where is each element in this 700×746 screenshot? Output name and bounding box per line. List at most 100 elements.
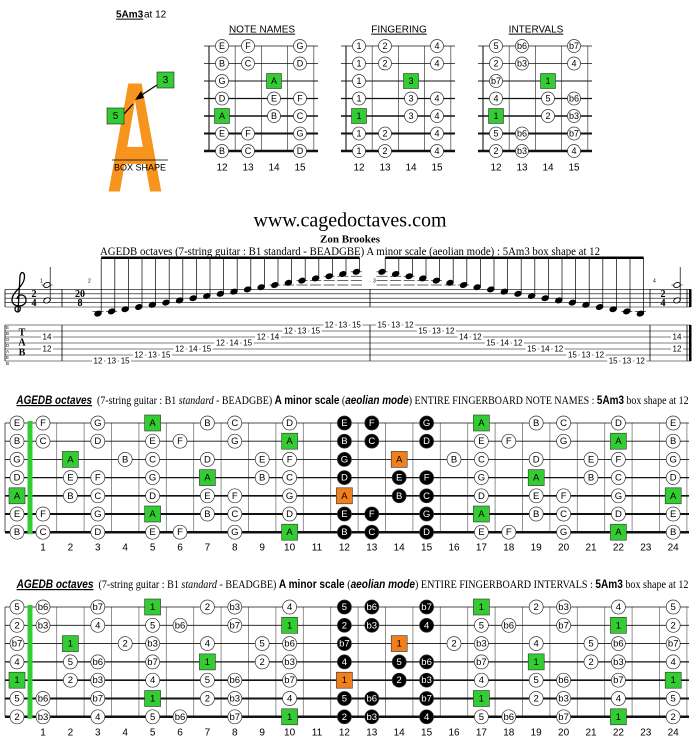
note-label: A <box>478 418 485 429</box>
fret-number: 12 <box>353 163 365 174</box>
measure-number: 3 <box>373 278 376 284</box>
note-circle <box>145 636 160 651</box>
note-circle <box>282 654 297 670</box>
note-label: C <box>40 436 47 447</box>
tab-mask <box>607 358 620 364</box>
note-circle <box>501 617 517 633</box>
note-label: F <box>40 418 46 429</box>
note-label: 5 <box>493 128 498 138</box>
note-label: 2 <box>205 602 210 613</box>
fret-number: 5 <box>150 728 156 739</box>
fret-number: 13 <box>366 728 378 739</box>
note-square <box>473 414 490 432</box>
note-circle <box>63 470 78 485</box>
note-circle <box>352 91 366 106</box>
note-circle <box>254 636 270 651</box>
fret-number: 10 <box>284 543 296 554</box>
note-circle <box>391 488 407 504</box>
note-label: b7 <box>569 41 579 51</box>
marker-label: 3 <box>163 75 169 86</box>
note-circle <box>35 691 51 706</box>
note-label: D <box>286 418 293 429</box>
note-circle <box>352 56 366 71</box>
note-circle <box>364 415 380 431</box>
note-label: D <box>149 491 156 502</box>
note-label: b6 <box>175 620 186 631</box>
tab-fret: 12 <box>473 333 482 342</box>
tab-fret: 12 <box>636 357 645 366</box>
note-circle <box>254 452 270 467</box>
note-circle <box>282 470 297 485</box>
note-square <box>281 616 298 634</box>
tab-mask <box>105 358 118 364</box>
note-label: 1 <box>671 675 676 686</box>
fret-number: 21 <box>585 543 597 554</box>
note-label: 1 <box>342 675 347 686</box>
note-label: 1 <box>356 93 361 103</box>
note-label: 1 <box>14 675 19 686</box>
tab-fret: 15 <box>202 345 211 354</box>
note-square <box>473 505 490 523</box>
heading-part: AGEDB octaves <box>16 393 93 407</box>
note-circle <box>35 599 51 615</box>
heading-part: box shape at 12 <box>623 577 689 591</box>
note-circle <box>215 39 229 53</box>
note-circle <box>556 524 571 540</box>
note-square <box>540 73 556 89</box>
note-circle <box>501 709 517 725</box>
note-label: F <box>177 436 183 447</box>
note-label: 2 <box>382 41 387 51</box>
note-label: 1 <box>205 657 210 668</box>
note-circle <box>489 144 503 158</box>
note-circle <box>391 672 407 688</box>
note-circle <box>35 524 51 540</box>
note-circle <box>337 433 352 449</box>
fret-number: 19 <box>531 543 543 554</box>
note-circle <box>474 524 489 540</box>
note-label: 2 <box>671 712 676 723</box>
note-label: 5 <box>150 620 155 631</box>
note-circle <box>611 654 626 670</box>
note-label: b7 <box>147 657 158 668</box>
note-circle <box>254 654 270 670</box>
note-head <box>298 277 306 284</box>
tab-fret: 15 <box>609 357 618 366</box>
note-circle <box>90 470 106 485</box>
fret-number: 4 <box>122 728 128 739</box>
note-label: 1 <box>479 694 484 705</box>
tab-mask <box>309 328 322 334</box>
note-label: 2 <box>493 146 498 156</box>
tab-mask <box>471 334 484 340</box>
note-circle <box>241 56 255 71</box>
final-bar <box>689 289 692 307</box>
note-label: E <box>271 93 277 103</box>
note-circle <box>528 506 544 522</box>
note-label: 5 <box>588 639 593 650</box>
note-circle <box>9 599 25 615</box>
fret-number: 24 <box>668 728 680 739</box>
note-circle <box>446 452 462 467</box>
note-circle <box>611 691 626 706</box>
note-circle <box>611 599 626 615</box>
note-label: A <box>286 527 293 538</box>
note-circle <box>611 415 626 431</box>
note-label: A <box>670 491 677 502</box>
note-label: b7 <box>558 712 569 723</box>
tab-mask <box>132 352 145 358</box>
note-circle <box>200 415 215 431</box>
note-circle <box>430 91 444 106</box>
note-circle <box>352 74 366 88</box>
note-circle <box>352 126 366 141</box>
tab-fret: 14 <box>673 333 682 342</box>
note-circle <box>489 56 503 71</box>
note-label: 1 <box>479 602 484 613</box>
time-signature: 4 <box>32 298 37 309</box>
note-circle <box>145 617 160 633</box>
clef <box>11 271 27 313</box>
fret-number: 3 <box>95 728 101 739</box>
tab-fret: 13 <box>432 327 441 336</box>
tab-fret: 12 <box>43 345 52 354</box>
note-circle <box>227 672 243 688</box>
note-label: G <box>231 527 238 538</box>
tab-fret: 12 <box>554 345 563 354</box>
